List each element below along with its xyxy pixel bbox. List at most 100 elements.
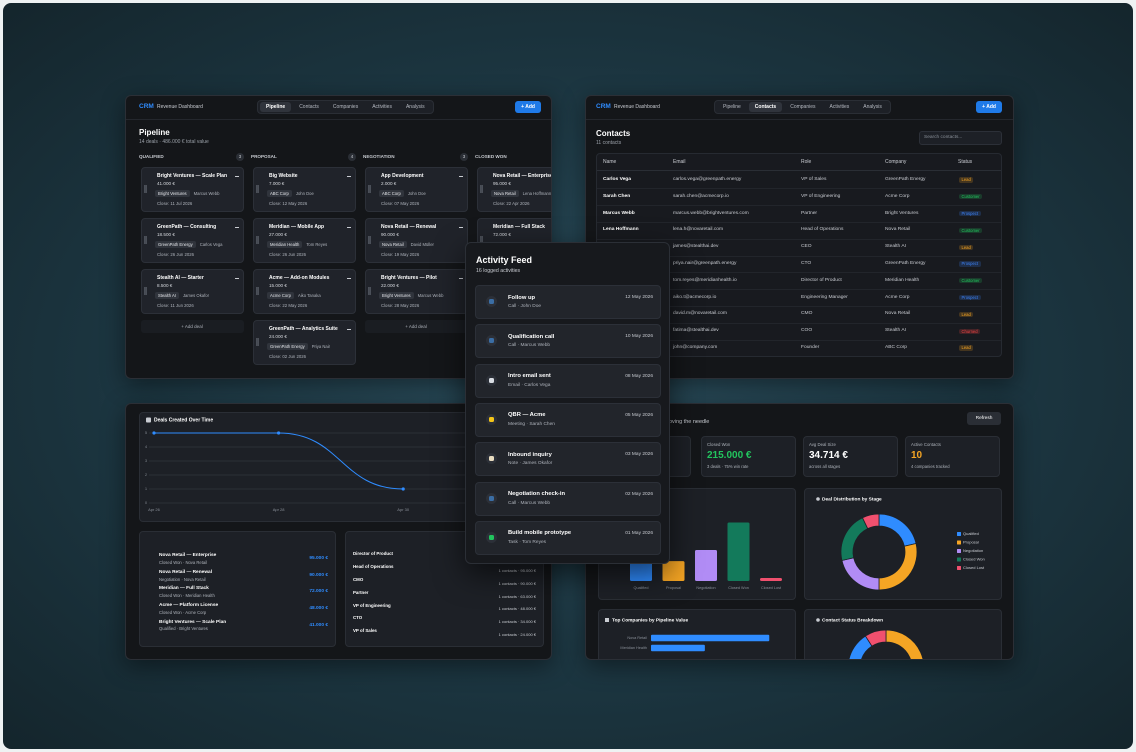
activity-detail: Call · John Doe xyxy=(508,304,542,310)
deal-title: GreenPath — Analytics Suite xyxy=(269,326,338,332)
count-badge xyxy=(236,153,244,161)
nav-tab[interactable]: Analysis xyxy=(863,104,882,110)
cell-email: james@stealthai.dev xyxy=(673,244,719,250)
deal-amount: 15.000 € xyxy=(269,283,287,289)
cell-company: ABC Corp xyxy=(885,345,908,351)
nav-tab[interactable]: Companies xyxy=(332,104,359,110)
column-count: 3 xyxy=(462,154,466,160)
deal-card[interactable] xyxy=(141,218,244,263)
deal-card[interactable] xyxy=(253,269,356,314)
deal-amount: 95.000 € xyxy=(493,181,511,187)
refresh-button[interactable] xyxy=(967,412,1001,425)
add-button[interactable]: + Add xyxy=(515,101,541,113)
deal-title: Bright Ventures — Scale Plan xyxy=(157,173,228,179)
nav-tab[interactable]: Contacts xyxy=(299,104,319,110)
nav-tab[interactable]: Contacts xyxy=(748,102,783,112)
cell-email: lena.h@novaretail.com xyxy=(673,227,724,233)
legend-label: Proposal xyxy=(963,540,979,545)
open-arrow xyxy=(347,277,351,279)
deal-close: Close: 19 May 2026 xyxy=(381,252,420,258)
activity-item[interactable] xyxy=(475,442,661,477)
activity-item[interactable] xyxy=(475,285,661,319)
deal-meta: GreenPath Energy Carlos Vega xyxy=(155,241,223,248)
cell-email: fatima@stealthai.dev xyxy=(673,328,719,334)
add-deal-label[interactable]: + Add deal xyxy=(405,323,427,329)
company-chip: Stealth AI xyxy=(155,292,179,299)
add-deal[interactable] xyxy=(141,320,244,333)
cell-email: john@company.com xyxy=(673,345,718,351)
deal-card[interactable] xyxy=(365,218,468,263)
search-box[interactable] xyxy=(919,131,1002,145)
cell-company: Acme Corp xyxy=(885,294,910,300)
add-label: + Add xyxy=(521,104,535,110)
activity-date: 08 May 2026 xyxy=(625,373,653,379)
deal-card[interactable] xyxy=(141,167,244,212)
company-chip: Meridian Health xyxy=(267,241,303,248)
deal-title: Bright Ventures — Pilot xyxy=(381,275,437,281)
title-icon xyxy=(816,497,820,501)
company-chip: Acme Corp xyxy=(267,292,294,299)
nav-tab[interactable]: Activities xyxy=(372,104,392,110)
kpi-card xyxy=(701,436,796,477)
deal-amount: 27.000 € xyxy=(269,232,287,238)
deal-card[interactable] xyxy=(253,218,356,263)
deal-card[interactable] xyxy=(141,269,244,314)
y-tick-label: 2 xyxy=(145,473,147,477)
deal-card[interactable] xyxy=(365,269,468,314)
deal-amount: 8.500 € xyxy=(157,283,173,289)
refresh-label[interactable]: Refresh xyxy=(975,415,993,421)
cell-email: sarah.chen@acmecorp.io xyxy=(673,193,729,199)
deal-meta: GreenPath Energy Priya Nair xyxy=(267,343,330,350)
deal-card[interactable] xyxy=(253,167,356,212)
add-deal-label[interactable]: + Add deal xyxy=(181,323,203,329)
add-button[interactable]: + Add xyxy=(976,101,1002,113)
row-rule xyxy=(597,306,1001,307)
nav-tab[interactable]: Analysis xyxy=(405,104,425,110)
deal-title: Nova Retail — Enterprise xyxy=(493,173,552,179)
activity-item[interactable] xyxy=(475,363,661,398)
company-chip: Bright Ventures xyxy=(379,292,414,299)
activity-item[interactable] xyxy=(475,520,661,555)
deal-close: Close: 11 Jul 2026 xyxy=(157,201,193,207)
persona-name: VP of Engineering xyxy=(353,602,391,608)
kpi-note: 4 companies tracked xyxy=(911,464,950,470)
status-badge: Lead xyxy=(959,345,974,351)
feed-subtitle: 16 logged activities xyxy=(476,267,521,274)
deal-card[interactable] xyxy=(365,167,468,212)
cell-role: COO xyxy=(801,328,813,334)
nav-tab[interactable]: Activities xyxy=(829,104,850,110)
deal-detail: Closed Won · Meridian Health xyxy=(159,593,215,599)
deal-card[interactable] xyxy=(253,320,356,365)
y-tick-label: 5 xyxy=(145,431,147,435)
activity-date: 12 May 2026 xyxy=(625,295,653,301)
activity-item[interactable] xyxy=(475,481,661,516)
deal-amount: 2.000 € xyxy=(381,181,397,187)
drag-handle xyxy=(144,287,147,295)
status-badge: Prospect xyxy=(959,211,981,217)
cell-company: Nova Retail xyxy=(885,311,911,317)
deal-owner: Marcus Webb xyxy=(417,293,444,298)
deal-meta: Bright Ventures Marcus Webb xyxy=(155,190,219,197)
kpi-note: 3 deals · 75% win rate xyxy=(707,464,749,470)
deal-detail: Closed Won · Nova Retail xyxy=(159,559,208,565)
x-tick-label: Apr 30 xyxy=(397,507,410,512)
kpi-label: Avg Deal Size xyxy=(809,442,836,448)
deal-meta: Nova Retail Lena Hoffmann xyxy=(491,190,551,197)
add-deal[interactable] xyxy=(365,320,468,333)
activity-item[interactable] xyxy=(475,402,661,437)
legend-swatch xyxy=(957,549,961,553)
nav-tab[interactable]: Pipeline xyxy=(260,102,292,112)
stage-bar xyxy=(760,578,782,581)
donut-slice xyxy=(885,629,924,659)
drag-handle xyxy=(144,185,147,193)
deal-card[interactable] xyxy=(477,167,551,212)
nav-tab[interactable]: Pipeline xyxy=(723,104,741,110)
column-header: Email xyxy=(673,159,686,165)
persona-detail: 1 contacts · 24.000 € xyxy=(498,631,536,637)
brand: CRM xyxy=(139,103,154,111)
nav-tab[interactable]: Companies xyxy=(790,104,816,110)
title-icon xyxy=(816,618,820,622)
search-placeholder: Search contacts... xyxy=(924,135,963,141)
deal-title: Big Website xyxy=(269,173,298,179)
activity-item[interactable] xyxy=(475,324,661,359)
